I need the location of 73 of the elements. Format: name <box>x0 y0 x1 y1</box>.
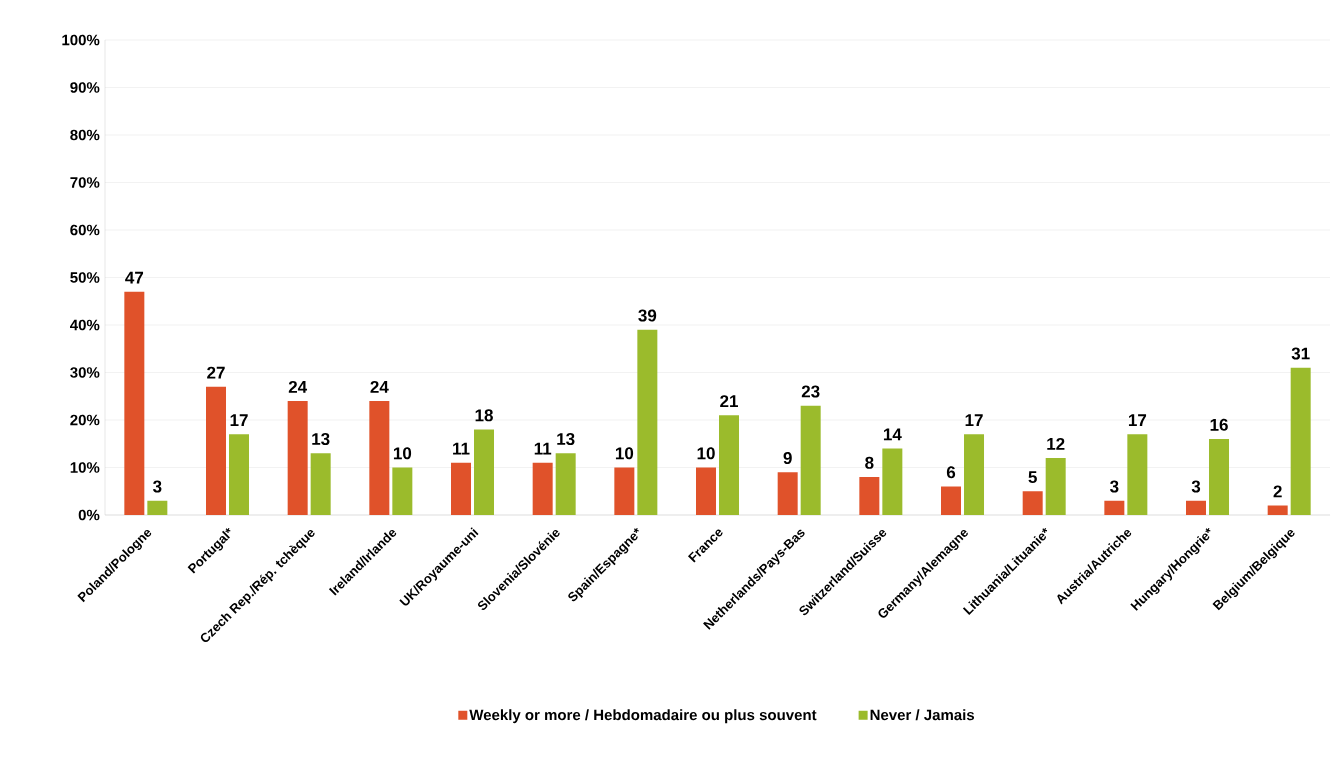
y-tick-label: 60% <box>70 224 100 236</box>
bar <box>800 405 821 515</box>
bar <box>719 415 740 515</box>
data-label: 39 <box>638 309 657 322</box>
y-tick-label: 80% <box>70 129 100 141</box>
y-tick-label: 90% <box>70 82 100 93</box>
data-label: 17 <box>965 414 983 427</box>
y-tick-label: 100% <box>62 34 100 46</box>
data-label: 13 <box>557 432 575 446</box>
y-tick-label: 50% <box>70 272 100 283</box>
bar <box>287 401 308 515</box>
bar <box>1209 439 1230 515</box>
data-label: 27 <box>207 366 225 379</box>
bar <box>1045 458 1066 515</box>
bar <box>451 462 472 515</box>
data-label: 8 <box>865 456 874 469</box>
bar <box>696 467 717 515</box>
data-label: 9 <box>783 452 792 465</box>
bar <box>392 467 413 515</box>
data-label: 10 <box>697 447 715 460</box>
data-label: 3 <box>1191 480 1201 493</box>
bar <box>369 401 390 515</box>
bar <box>1290 367 1311 515</box>
bar <box>1104 500 1125 515</box>
data-label: 31 <box>1291 347 1310 360</box>
y-tick-label: 0% <box>78 509 100 521</box>
data-label: 10 <box>393 447 412 460</box>
bar <box>614 467 635 515</box>
y-tick-label: 20% <box>70 414 100 426</box>
y-tick-label: 40% <box>70 319 100 331</box>
data-label: 2 <box>1273 485 1282 498</box>
bar <box>859 477 880 515</box>
data-label: 17 <box>230 414 248 427</box>
bar <box>637 329 658 515</box>
data-label: 11 <box>534 442 552 455</box>
bar <box>777 472 798 515</box>
bar <box>147 500 168 515</box>
data-label: 6 <box>946 466 956 479</box>
bar <box>964 434 985 515</box>
bar <box>474 429 495 515</box>
data-label: 24 <box>370 380 389 393</box>
bar <box>1022 491 1043 515</box>
data-label: 47 <box>125 271 144 284</box>
bar <box>310 453 331 515</box>
data-label: 17 <box>1128 414 1147 427</box>
bar <box>941 486 962 515</box>
y-tick-label: 30% <box>70 367 100 378</box>
data-label: 21 <box>720 395 738 408</box>
data-label: 12 <box>1047 437 1065 450</box>
y-tick-label: 10% <box>70 462 100 473</box>
bar <box>206 386 227 515</box>
data-label: 5 <box>1028 471 1037 484</box>
bar <box>1127 434 1148 515</box>
bar <box>229 434 250 515</box>
bar <box>124 291 145 515</box>
legend-label: Never / Jamais <box>870 709 975 721</box>
data-label: 11 <box>453 442 470 455</box>
data-label: 14 <box>883 428 902 441</box>
data-label: 24 <box>288 380 308 393</box>
data-label: 13 <box>312 432 330 446</box>
data-label: 3 <box>1110 480 1119 493</box>
bar <box>1186 500 1207 515</box>
bar <box>1267 505 1288 515</box>
data-label: 23 <box>801 385 820 398</box>
bar <box>882 448 903 515</box>
y-tick-label: 70% <box>70 177 100 188</box>
bar <box>532 462 553 515</box>
legend-label: Weekly or more / Hebdomadaire ou plus souvent <box>469 709 817 724</box>
data-label: 10 <box>615 447 634 460</box>
data-label: 18 <box>475 409 493 422</box>
data-label: 3 <box>153 480 162 493</box>
bar <box>555 453 576 515</box>
data-label: 16 <box>1210 418 1228 431</box>
